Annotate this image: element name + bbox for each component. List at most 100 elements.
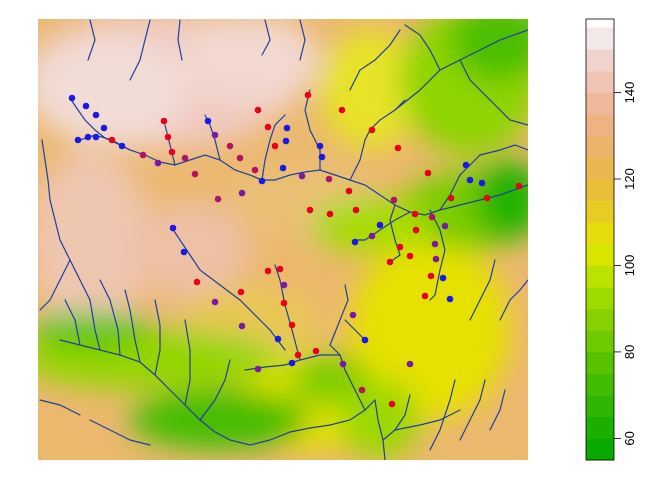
site-point bbox=[351, 238, 359, 246]
site-point bbox=[193, 278, 201, 286]
site-point bbox=[271, 142, 279, 150]
site-point bbox=[345, 187, 353, 195]
site-point bbox=[462, 161, 470, 169]
color-key-bin bbox=[586, 27, 614, 50]
site-point bbox=[282, 137, 290, 145]
site-point bbox=[390, 196, 398, 204]
site-point bbox=[84, 133, 92, 141]
color-key-ticks: 60 80 100 120 140 bbox=[614, 82, 637, 446]
site-point bbox=[439, 274, 447, 282]
site-point bbox=[288, 359, 296, 367]
site-point bbox=[306, 206, 314, 214]
site-point bbox=[376, 221, 384, 229]
site-point bbox=[483, 194, 491, 202]
color-key-tick-label: 120 bbox=[622, 168, 637, 190]
site-point bbox=[428, 213, 436, 221]
site-point bbox=[386, 258, 394, 266]
site-point bbox=[325, 175, 333, 183]
site-point bbox=[214, 195, 222, 203]
color-key-bin bbox=[586, 265, 614, 288]
site-point bbox=[406, 252, 414, 260]
site-point bbox=[118, 142, 126, 150]
color-key-tick-label: 80 bbox=[622, 345, 637, 359]
site-point bbox=[312, 347, 320, 355]
site-point bbox=[283, 124, 291, 132]
color-key-bins bbox=[586, 27, 614, 461]
site-point bbox=[441, 222, 449, 230]
site-point bbox=[432, 255, 440, 263]
site-point bbox=[108, 136, 116, 144]
site-point bbox=[74, 136, 82, 144]
color-key-tick-label: 140 bbox=[622, 82, 637, 104]
site-point bbox=[446, 295, 454, 303]
color-key-bin bbox=[586, 92, 614, 115]
site-point bbox=[304, 91, 312, 99]
site-point bbox=[318, 153, 326, 161]
site-point bbox=[274, 335, 282, 343]
site-point bbox=[168, 148, 176, 156]
site-point bbox=[412, 226, 420, 234]
color-key-bin bbox=[586, 438, 614, 461]
site-point bbox=[431, 240, 439, 248]
site-point bbox=[181, 154, 189, 162]
color-key-bin bbox=[586, 373, 614, 396]
site-point bbox=[280, 299, 288, 307]
site-point bbox=[160, 117, 168, 125]
site-point bbox=[368, 232, 376, 240]
color-key-tick-label: 100 bbox=[622, 255, 637, 277]
site-point bbox=[326, 210, 334, 218]
site-point bbox=[251, 166, 259, 174]
site-point bbox=[236, 154, 244, 162]
site-point bbox=[294, 351, 302, 359]
site-point bbox=[396, 243, 404, 251]
site-point bbox=[238, 322, 246, 330]
site-point bbox=[279, 164, 287, 172]
color-key-bin bbox=[586, 287, 614, 310]
site-point bbox=[100, 124, 108, 132]
site-point bbox=[515, 182, 523, 190]
site-point bbox=[466, 176, 474, 184]
site-point bbox=[394, 144, 402, 152]
site-point bbox=[264, 267, 272, 275]
site-point bbox=[388, 400, 396, 408]
color-key-bin bbox=[586, 308, 614, 331]
site-point bbox=[92, 111, 100, 119]
color-key-bin bbox=[586, 157, 614, 180]
site-point bbox=[154, 159, 162, 167]
color-key-frame bbox=[585, 18, 615, 461]
color-key-bin bbox=[586, 243, 614, 266]
color-key-bin bbox=[586, 70, 614, 93]
color-key: 60 80 100 120 140 bbox=[585, 18, 637, 461]
site-point bbox=[226, 142, 234, 150]
color-key-bin bbox=[586, 330, 614, 353]
site-point bbox=[406, 360, 414, 368]
site-point bbox=[349, 311, 357, 319]
color-key-bin bbox=[586, 395, 614, 418]
site-point bbox=[211, 131, 219, 139]
color-key-bin bbox=[586, 49, 614, 72]
site-point bbox=[421, 292, 429, 300]
site-point bbox=[237, 288, 245, 296]
color-key-bin bbox=[586, 178, 614, 202]
site-point bbox=[280, 281, 288, 289]
color-key-bin bbox=[586, 114, 614, 137]
site-point bbox=[68, 94, 76, 102]
color-key-bin bbox=[586, 200, 614, 223]
site-point bbox=[191, 170, 199, 178]
color-key-bin bbox=[586, 222, 614, 245]
site-point bbox=[339, 360, 347, 368]
site-point bbox=[316, 142, 324, 150]
site-point bbox=[338, 106, 346, 114]
site-point bbox=[276, 265, 284, 273]
site-point bbox=[298, 172, 306, 180]
site-point bbox=[427, 272, 435, 280]
site-point bbox=[361, 336, 369, 344]
site-point bbox=[254, 106, 262, 114]
site-point bbox=[424, 169, 432, 177]
sampling-sites bbox=[68, 91, 523, 408]
site-point bbox=[358, 386, 366, 394]
site-point bbox=[211, 298, 219, 306]
site-point bbox=[368, 126, 376, 134]
color-key-tick-label: 60 bbox=[622, 431, 637, 445]
